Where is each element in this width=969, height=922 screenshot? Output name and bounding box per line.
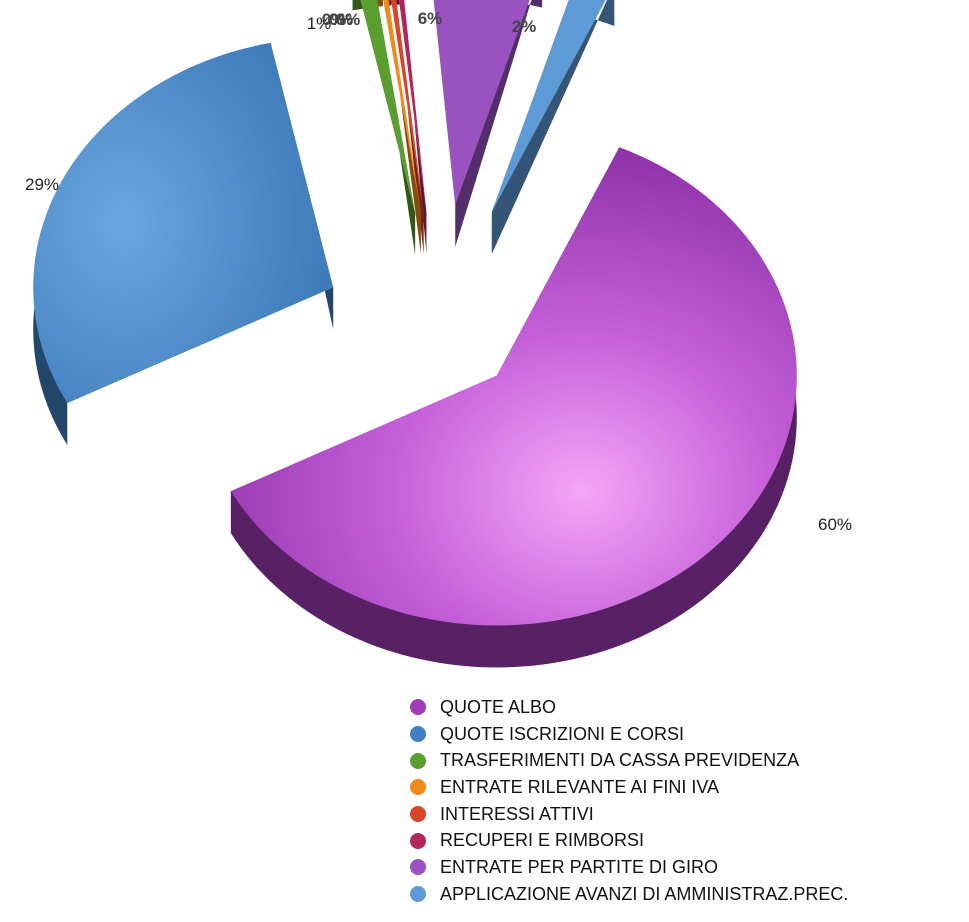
data-label-7: 6% — [418, 9, 443, 28]
data-label-1: 60% — [818, 515, 852, 534]
slice-8 — [491, 0, 615, 255]
labels-layer: 60% 29% 1%0%0%0% 6% 2% — [25, 9, 852, 534]
legend-label: TRASFERIMENTI DA CASSA PREVIDENZA — [440, 750, 800, 771]
legend-swatch — [410, 832, 426, 849]
legend-label: APPLICAZIONE AVANZI DI AMMINISTRAZ.PREC. — [440, 883, 849, 904]
legend-item: ENTRATE RILEVANTE AI FINI IVA — [410, 774, 969, 801]
slice-7 — [433, 0, 543, 247]
legend-item: INTERESSI ATTIVI — [410, 801, 969, 828]
legend-swatch — [410, 806, 426, 823]
data-label-8: 2% — [512, 17, 537, 36]
data-label-2: 29% — [25, 175, 59, 194]
data-label-5: 0% — [329, 10, 354, 29]
legend-label: QUOTE ISCRIZIONI E CORSI — [440, 723, 685, 744]
data-label-4: 0% — [322, 10, 347, 29]
legend-item: RECUPERI E RIMBORSI — [410, 827, 969, 854]
data-label-6: 0% — [336, 10, 361, 29]
legend-item: ENTRATE PER PARTITE DI GIRO — [410, 854, 969, 881]
legend-item: QUOTE ALBO — [410, 694, 969, 721]
slice-top-4 — [383, 0, 421, 213]
slices-layer — [33, 0, 797, 668]
legend-label: ENTRATE PER PARTITE DI GIRO — [440, 856, 719, 877]
legend-swatch — [410, 886, 426, 903]
slice-top-6 — [399, 0, 427, 212]
slice-top-1 — [230, 147, 797, 626]
slice-top-5 — [391, 0, 424, 212]
legend-item: QUOTE ISCRIZIONI E CORSI — [410, 721, 969, 748]
legend-swatch — [410, 752, 426, 769]
slice-4 — [377, 0, 421, 255]
legend-item: APPLICAZIONE AVANZI DI AMMINISTRAZ.PREC. — [410, 881, 969, 908]
slice-3 — [352, 0, 416, 255]
legend-swatch — [410, 779, 426, 796]
legend-swatch — [410, 726, 426, 743]
slice-top-7 — [433, 0, 530, 205]
legend-label: QUOTE ALBO — [440, 696, 557, 717]
legend-label: INTERESSI ATTIVI — [440, 803, 594, 824]
slice-top-2 — [33, 42, 334, 403]
legend-swatch — [410, 859, 426, 876]
legend-item: TRASFERIMENTI DA CASSA PREVIDENZA — [410, 747, 969, 774]
legend-label: ENTRATE RILEVANTE AI FINI IVA — [440, 776, 720, 797]
data-label-3: 1% — [307, 14, 332, 33]
slice-5 — [385, 0, 424, 254]
slice-2 — [33, 42, 334, 445]
slice-1 — [230, 147, 797, 668]
legend-label: RECUPERI E RIMBORSI — [440, 830, 645, 851]
legend-swatch — [410, 699, 426, 716]
legend: QUOTE ALBO QUOTE ISCRIZIONI E CORSI TRASFE… — [410, 694, 969, 908]
slice-top-8 — [491, 0, 606, 213]
slice-6 — [394, 0, 427, 254]
